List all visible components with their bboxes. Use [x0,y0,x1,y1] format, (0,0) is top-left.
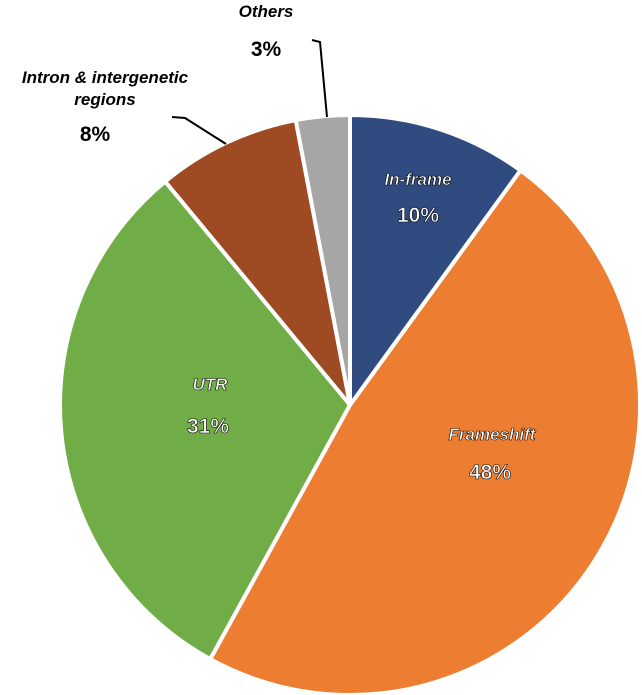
pie-slice [208,168,642,695]
leader-line [311,39,328,118]
value-label: 31% [186,415,230,438]
slice-label: In-frame [384,170,452,190]
leader-line [171,116,227,145]
slice-label: Frameshift [448,425,536,445]
pie-slice [348,113,523,407]
pie-slice [163,118,352,407]
value-label: 10% [396,204,440,227]
slice-label: Others [238,2,294,21]
value-label: 48% [468,461,512,484]
value-label: 8% [79,123,111,146]
slice-label: UTR [192,375,228,395]
slice-label: Intron & intergenetic regions [21,68,189,109]
pie-slice [58,179,352,662]
value-label: 3% [250,38,282,61]
